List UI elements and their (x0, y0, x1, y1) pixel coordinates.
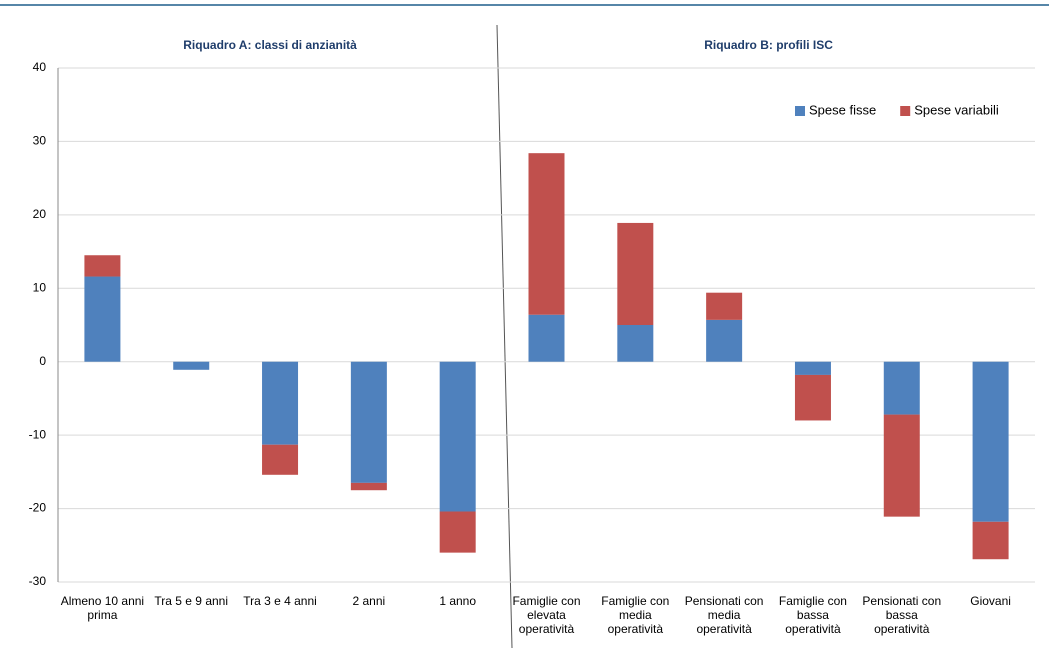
y-tick-label: -10 (29, 427, 47, 441)
panel-title: Riquadro B: profili ISC (704, 38, 833, 52)
x-tick-label: Famiglie con bassa operatività (778, 594, 847, 636)
x-tick-label: 1 anno (439, 594, 477, 608)
bar-segment (439, 511, 476, 553)
x-tick-label: Pensionati con media operatività (684, 594, 764, 636)
bar-segment (972, 361, 1009, 522)
legend-swatch (900, 106, 911, 116)
bar-segment (617, 325, 654, 362)
bar-segment (883, 414, 920, 517)
y-tick-label: -20 (29, 501, 47, 515)
bar-segment (350, 482, 387, 491)
legend-label: Spese fisse (809, 102, 876, 117)
x-tick-label: 2 anni (352, 594, 386, 608)
bar-segment (794, 374, 831, 421)
bar-segment (173, 361, 210, 370)
bar-segment (262, 444, 299, 475)
x-tick-label: Giovani (970, 594, 1011, 608)
legend-swatch (795, 106, 805, 116)
bar-segment (350, 361, 387, 483)
bar-segment (617, 222, 654, 325)
legend-label: Spese variabili (914, 102, 999, 117)
x-tick-label: Famiglie con elevata operatività (512, 594, 581, 636)
y-tick-label: 10 (33, 280, 47, 294)
panel-divider (496, 24, 513, 649)
x-tick-label: Pensionati con bassa operatività (862, 594, 942, 636)
x-tick-label: Almeno 10 anni prima (60, 594, 145, 622)
bar-segment (706, 292, 743, 320)
y-tick-label: -30 (29, 574, 47, 588)
bar-segment (84, 276, 121, 362)
bar-segment (972, 521, 1009, 560)
y-tick-label: 30 (33, 134, 47, 148)
bar-segment (706, 319, 743, 362)
bar-segment (528, 314, 565, 362)
bar-segment (528, 153, 565, 315)
x-tick-label: Famiglie con media operatività (601, 594, 670, 636)
x-tick-label: Tra 3 e 4 anni (243, 594, 317, 608)
bar-segment (883, 361, 920, 415)
x-tick-label: Tra 5 e 9 anni (154, 594, 229, 608)
y-tick-label: 40 (33, 60, 47, 74)
panel-title: Riquadro A: classi di anzianità (183, 38, 357, 52)
bar-segment (794, 361, 831, 375)
bar-segment (262, 361, 299, 445)
bar-segment (84, 255, 121, 277)
y-tick-label: 20 (33, 207, 47, 221)
y-tick-label: 0 (39, 354, 46, 368)
bar-segment (439, 361, 476, 512)
